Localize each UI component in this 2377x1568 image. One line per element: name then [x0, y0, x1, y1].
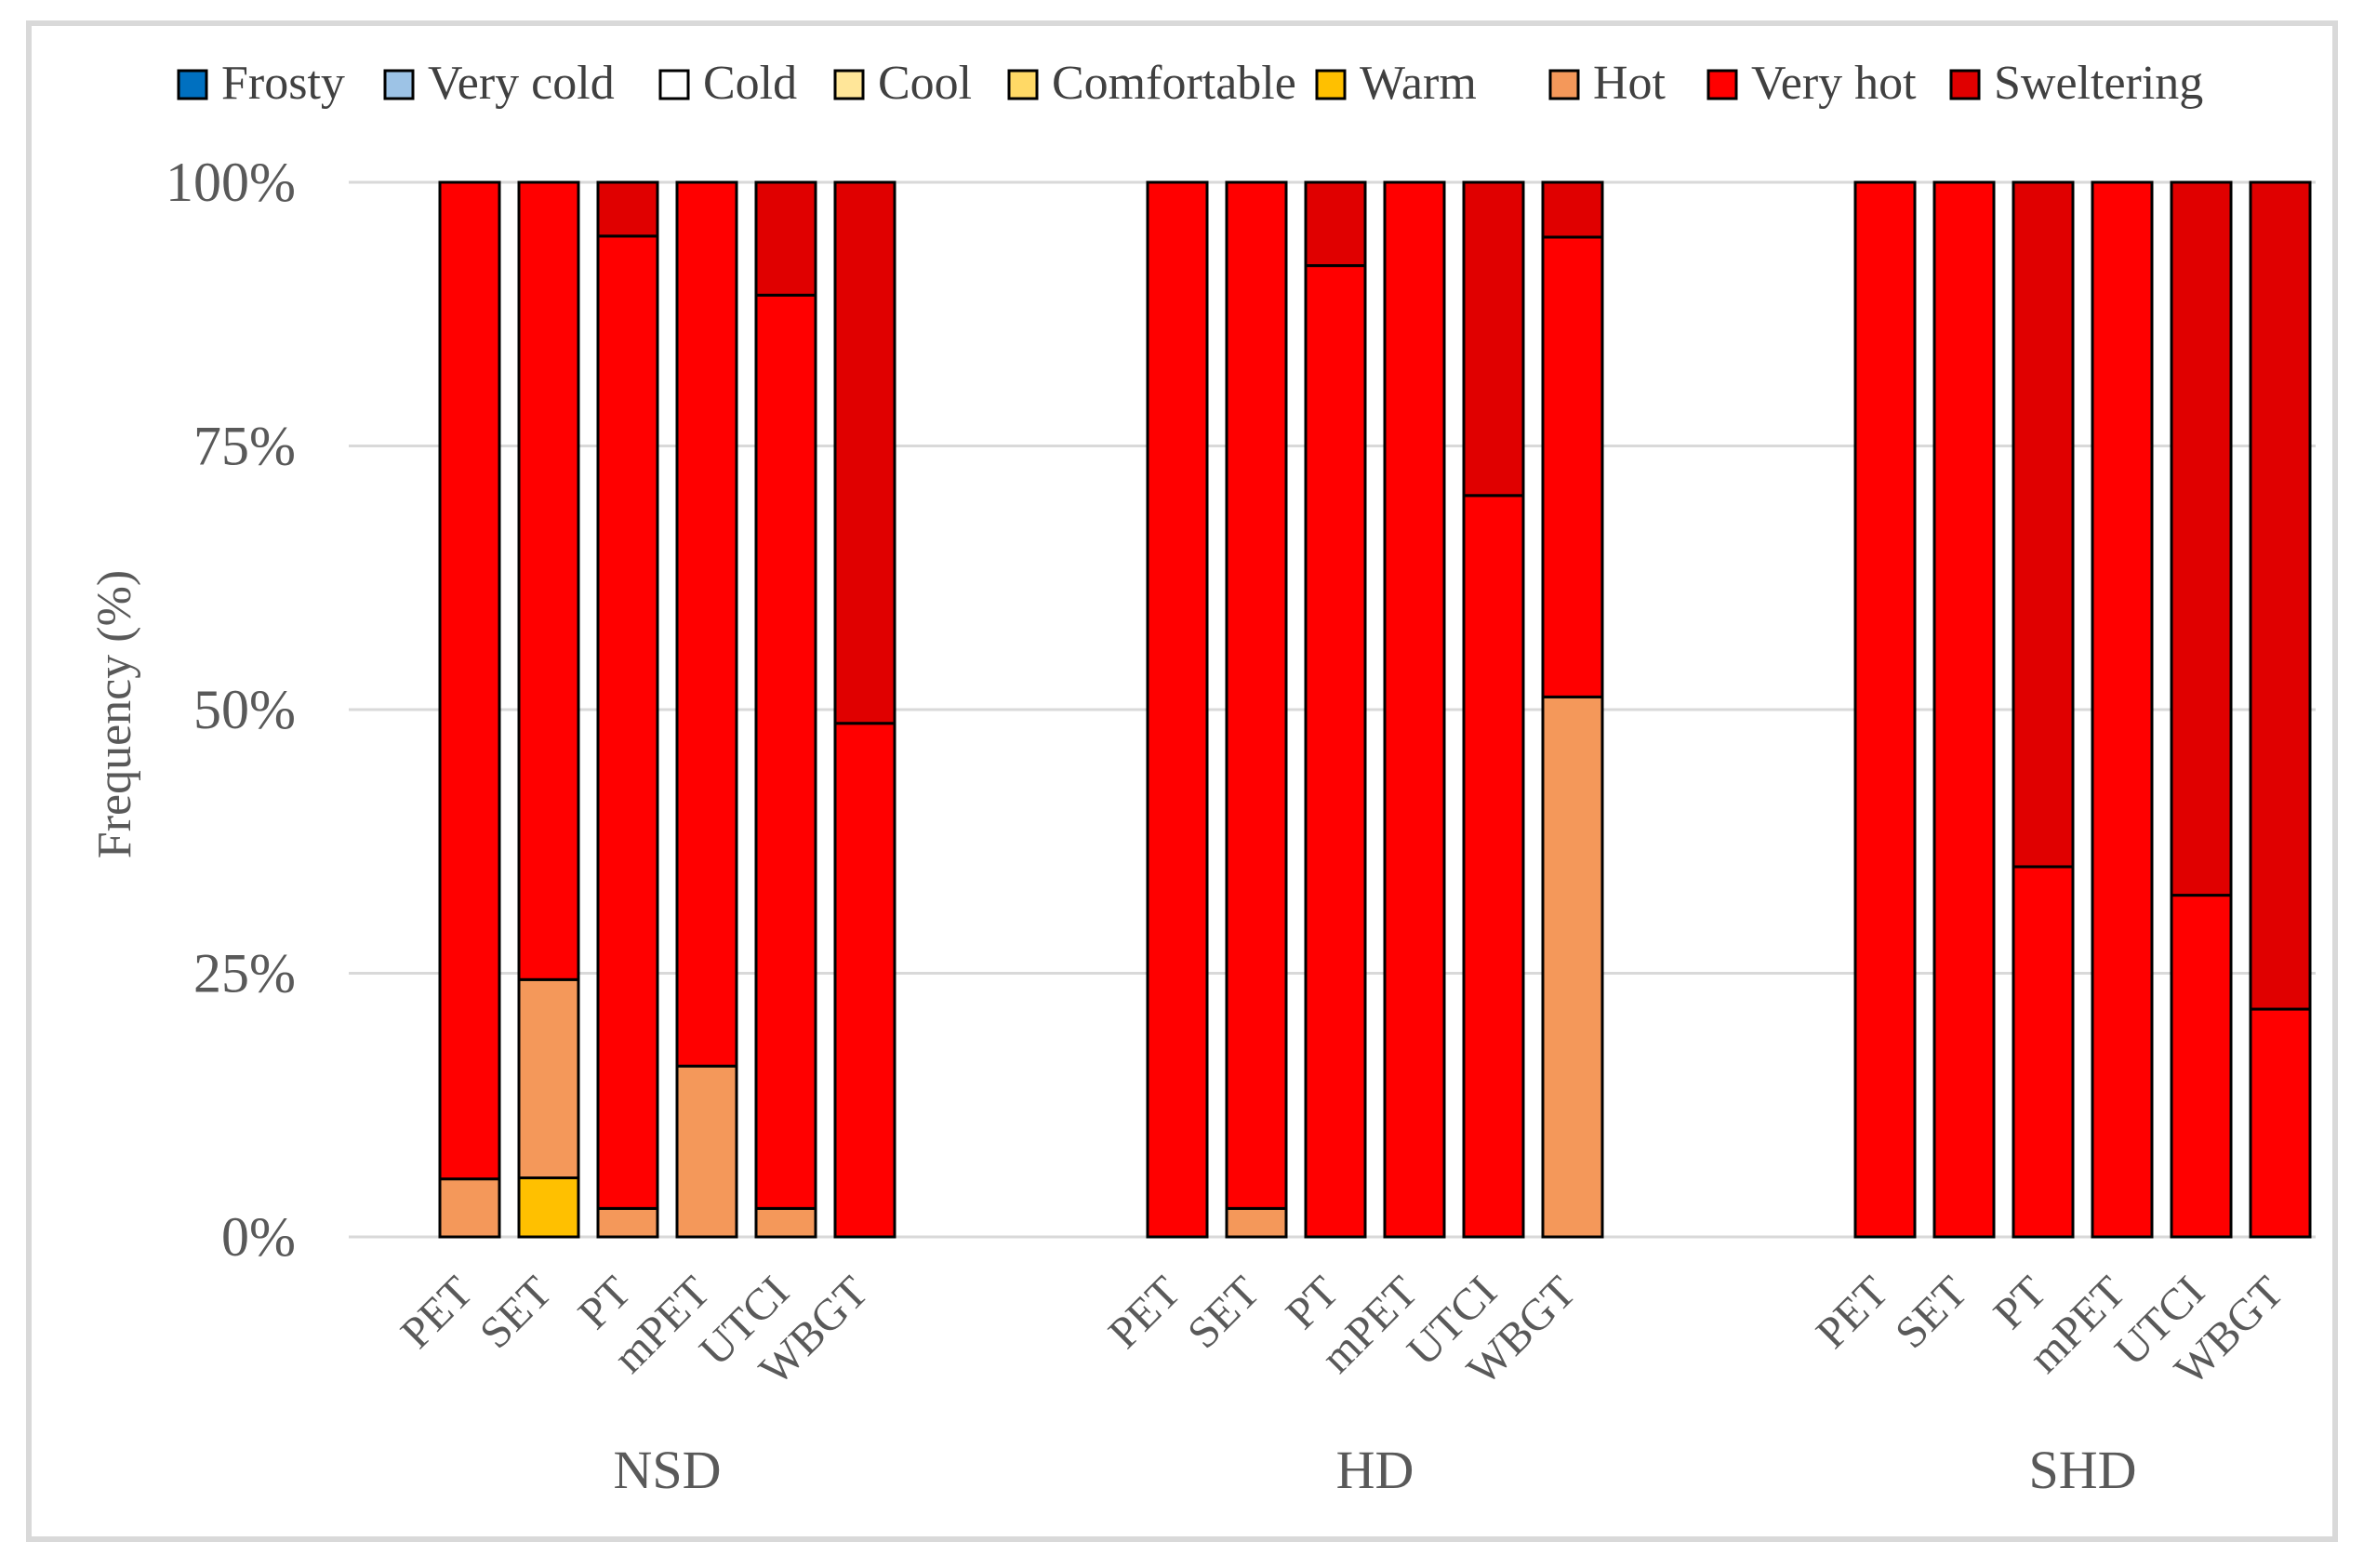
bar-segment-very-hot [596, 234, 659, 1210]
y-axis-label: Frequency (%) [88, 570, 141, 858]
group-label: HD [1336, 1440, 1414, 1500]
legend-label: Very hot [1751, 57, 1917, 110]
bar-segment-very-hot [1304, 264, 1367, 1239]
legend-swatch [1706, 69, 1738, 100]
bar-segment-sweltering [596, 180, 659, 238]
legend-swatch [833, 69, 865, 100]
y-tick-label: 75% [193, 416, 296, 477]
y-tick-label: 100% [166, 152, 296, 213]
bar-segment-very-hot [1462, 494, 1525, 1239]
bar-segment-hot [675, 1064, 738, 1239]
bar-segment-very-hot [1383, 180, 1446, 1239]
bars [438, 180, 2312, 1239]
legend-swatch [658, 69, 690, 100]
legend-label: Hot [1593, 57, 1667, 110]
legend-swatch [1548, 69, 1580, 100]
legend-swatch [1315, 69, 1347, 100]
legend-swatch [1949, 69, 1981, 100]
bar-segment-sweltering [1541, 180, 1604, 239]
group-labels: NSD HD SHD [613, 1440, 2136, 1500]
bar-segment-very-hot [675, 180, 738, 1068]
y-tick-label: 50% [193, 679, 296, 740]
legend-label: Cold [703, 57, 797, 110]
bar-segment-sweltering [754, 180, 817, 297]
bar-segment-sweltering [1462, 180, 1525, 498]
bar-segment-hot [517, 977, 580, 1179]
legend-swatch [1007, 69, 1039, 100]
bar-segment-sweltering [2170, 180, 2233, 897]
bar-segment-very-hot [2249, 1007, 2312, 1239]
bar-segment-very-hot [517, 180, 580, 981]
bar-segment-very-hot [833, 722, 896, 1239]
bar-segment-hot [438, 1177, 501, 1239]
group-label: NSD [613, 1440, 721, 1500]
bar-segment-very-hot [754, 293, 817, 1210]
legend-label: Comfortable [1052, 57, 1296, 110]
x-tick-label: SET [1886, 1267, 1977, 1358]
bar-segment-sweltering [833, 180, 896, 725]
legend-label: Very cold [428, 57, 615, 110]
x-tick-label: SET [1178, 1267, 1269, 1358]
bar-segment-very-hot [2091, 180, 2154, 1239]
legend-label: Sweltering [1994, 57, 2203, 110]
bar-segment-very-hot [438, 180, 501, 1181]
bar-segment-hot [596, 1206, 659, 1239]
bar-segment-very-hot [2170, 894, 2233, 1239]
legend-label: Cool [878, 57, 972, 110]
x-tick-label: PET [1807, 1267, 1898, 1358]
bar-segment-very-hot [1225, 180, 1288, 1210]
legend: Frosty Very cold Cold Cool Comfortable Warm Ho… [177, 57, 2203, 110]
bar-segment-sweltering [1304, 180, 1367, 268]
bar-segment-very-hot [1932, 180, 1996, 1239]
x-tick-label: PET [1099, 1267, 1190, 1358]
y-tick-label: 0% [221, 1206, 296, 1268]
bar-segment-hot [1225, 1206, 1288, 1239]
bar-segment-very-hot [1853, 180, 1917, 1239]
bar-segment-very-hot [1146, 180, 1209, 1239]
x-tick-label: SET [471, 1267, 562, 1358]
bar-segment-very-hot [1541, 235, 1604, 698]
bar-segment-hot [754, 1206, 817, 1239]
bar-segment-sweltering [2012, 180, 2075, 869]
x-tick-label: PET [392, 1267, 483, 1358]
group-label: SHD [2028, 1440, 2136, 1500]
y-tick-label: 25% [193, 943, 296, 1004]
bar-segment-sweltering [2249, 180, 2312, 1011]
y-axis-ticks: 0% 25% 50% 75% 100% [166, 152, 296, 1268]
bar-segment-very-hot [2012, 865, 2075, 1239]
bar-segment-warm [517, 1176, 580, 1239]
legend-swatch [177, 69, 208, 100]
bar-segment-hot [1541, 695, 1604, 1239]
legend-label: Frosty [221, 57, 345, 110]
legend-label: Warm [1360, 57, 1477, 110]
legend-swatch [383, 69, 415, 100]
